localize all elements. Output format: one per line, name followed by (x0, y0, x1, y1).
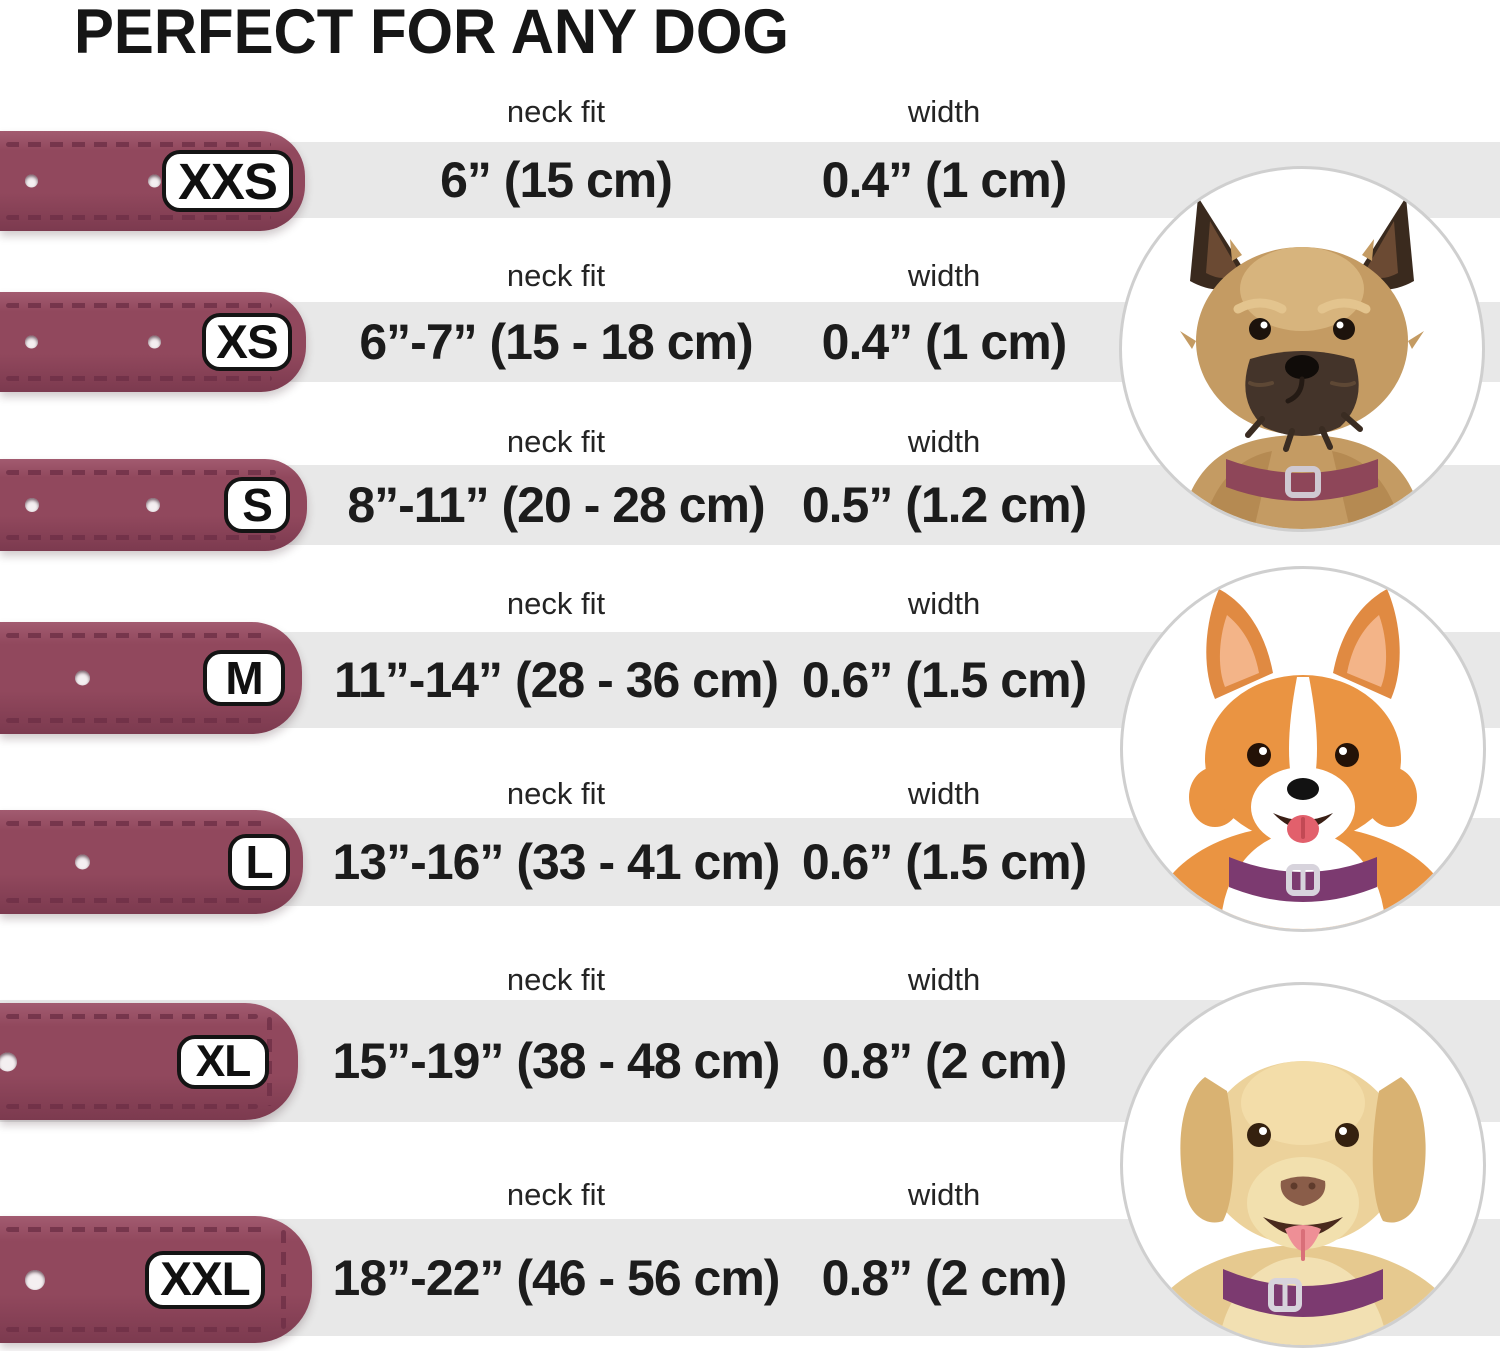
size-tag-xs: XS (202, 313, 292, 371)
terrier-dog-photo (1180, 197, 1424, 529)
neck-fit-value: 13”-16” (33 - 41 cm) (332, 834, 781, 890)
collar-stitching (6, 376, 273, 381)
collar-stitching (6, 1227, 270, 1232)
size-tag-l: L (228, 834, 290, 890)
collar-hole (148, 335, 161, 349)
size-tag-m: M (203, 650, 285, 706)
dog-photo-circle-large (1120, 982, 1486, 1348)
collar-stitching (6, 718, 265, 723)
collar-stitching (6, 1014, 259, 1019)
width-column-header: width (907, 776, 981, 811)
width-column-header: width (907, 962, 981, 997)
width-column-header: width (907, 424, 981, 459)
size-tag-xxl: XXL (145, 1250, 265, 1309)
size-tag-s: S (224, 477, 290, 533)
neck-fit-value: 8”-11” (20 - 28 cm) (347, 477, 765, 533)
neck-fit-column-header: neck fit (506, 586, 606, 621)
collar-strap-s: S (0, 459, 307, 551)
neck-fit-column-header: neck fit (506, 424, 606, 459)
collar-stitching (6, 633, 265, 638)
collar-strap-xxs: XXS (0, 131, 305, 231)
dog-photo-circle-medium (1120, 566, 1486, 932)
width-column-header: width (907, 1177, 981, 1212)
width-column-header: width (907, 586, 981, 621)
collar-hole (25, 335, 38, 349)
collar-hole (148, 174, 161, 188)
width-value: 0.4” (1 cm) (821, 314, 1068, 370)
collar-strap-m: M (0, 622, 302, 734)
collar-strap-l: L (0, 810, 303, 914)
collar-stitching (6, 1104, 259, 1109)
labrador-dog-photo (1138, 1061, 1468, 1345)
collar-strap-xs: XS (0, 292, 306, 392)
width-column-header: width (907, 94, 981, 129)
collar-hole (146, 498, 160, 512)
collar-stitching (6, 898, 268, 903)
collar-hole (25, 1269, 45, 1290)
width-value: 0.6” (1.5 cm) (801, 834, 1087, 890)
size-tag-xxs: XXS (162, 150, 293, 212)
page-title: PERFECT FOR ANY DOG (74, 0, 789, 67)
collar-stitching (6, 303, 273, 308)
collar-stitching (6, 1327, 270, 1332)
width-value: 0.8” (2 cm) (821, 1249, 1068, 1306)
neck-fit-value: 15”-19” (38 - 48 cm) (332, 1033, 781, 1089)
neck-fit-value: 6”-7” (15 - 18 cm) (359, 314, 753, 370)
collar-strap-xxl: XXL (0, 1216, 312, 1343)
neck-fit-value: 6” (15 cm) (440, 152, 673, 208)
collar-stitching (6, 142, 272, 147)
collar-stitching (281, 1230, 286, 1329)
width-value: 0.4” (1 cm) (821, 152, 1068, 208)
width-column-header: width (907, 258, 981, 293)
neck-fit-column-header: neck fit (506, 258, 606, 293)
collar-stitching (6, 470, 276, 475)
corgi-dog-photo (1153, 589, 1453, 929)
neck-fit-column-header: neck fit (506, 1177, 606, 1212)
neck-fit-value: 11”-14” (28 - 36 cm) (333, 652, 779, 708)
neck-fit-column-header: neck fit (506, 94, 606, 129)
collar-strap-xl: XL (0, 1003, 298, 1120)
collar-hole (75, 670, 90, 686)
collar-hole (75, 854, 90, 870)
width-value: 0.5” (1.2 cm) (801, 477, 1087, 533)
neck-fit-value: 18”-22” (46 - 56 cm) (332, 1249, 781, 1306)
collar-stitching (267, 1017, 272, 1106)
dog-photo-circle-small (1119, 166, 1485, 532)
collar-hole (25, 498, 39, 512)
collar-hole (25, 174, 38, 188)
collar-stitching (6, 821, 268, 826)
collar-hole (0, 1052, 17, 1071)
neck-fit-column-header: neck fit (506, 962, 606, 997)
width-value: 0.6” (1.5 cm) (801, 652, 1087, 708)
collar-stitching (6, 535, 276, 540)
width-value: 0.8” (2 cm) (821, 1033, 1068, 1089)
size-tag-xl: XL (177, 1034, 269, 1089)
neck-fit-column-header: neck fit (506, 776, 606, 811)
collar-stitching (6, 215, 272, 220)
